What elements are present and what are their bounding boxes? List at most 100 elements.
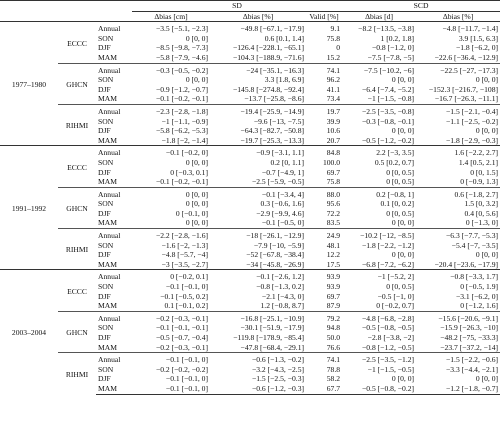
season: DJF bbox=[98, 167, 111, 177]
cell: −2.8 [−3.8, −2] bbox=[367, 333, 415, 342]
cell: 0 [0, 0] bbox=[185, 33, 209, 43]
cell: 41.1 bbox=[326, 84, 341, 94]
cell: −2.5 [−5.9, −0.5] bbox=[251, 177, 305, 187]
cell: −2.1 [−4.3, 0] bbox=[261, 291, 305, 301]
cell: −2.5 [−3.5, −0.8] bbox=[342, 103, 417, 117]
cell: −13.7 [−25.8, −8.6] bbox=[244, 94, 305, 104]
cell: 0 [0, 0.5] bbox=[386, 167, 415, 177]
cell: −1.8 [−6.2, 0] bbox=[455, 43, 499, 53]
cell: −1.6 [−2, −1.3] bbox=[161, 240, 209, 250]
cell: −1.5 [−2.1, −0.4] bbox=[416, 103, 500, 117]
cell: 0 [−0.1, 0] bbox=[175, 208, 209, 218]
cell: 0 [0, 0] bbox=[185, 75, 209, 85]
cell: −1.8 [−2, −1.4] bbox=[161, 135, 209, 145]
cell: 94.8 bbox=[326, 323, 341, 333]
cell: 0 [0, 0] bbox=[185, 157, 209, 167]
cell: −1 [−5.2, 2] bbox=[342, 269, 417, 283]
cell: −48.2 [−75, −33.3] bbox=[440, 333, 499, 342]
season: MAM bbox=[98, 52, 117, 62]
season: Annual bbox=[96, 352, 133, 365]
cell: 0 [0, 0] bbox=[391, 126, 415, 136]
season: SON bbox=[98, 157, 114, 167]
cell: −5.8 [−7.9, −4.6] bbox=[155, 52, 209, 62]
season: MAM bbox=[98, 177, 117, 187]
cell: −0.1 [−0.5, 0.2] bbox=[160, 291, 209, 301]
cell: 100.0 bbox=[322, 157, 341, 167]
cell: −16.8 [−25.1, −10.9] bbox=[210, 310, 307, 324]
cell: −0.1 [−0.1, 0] bbox=[132, 383, 211, 395]
cell: 12.2 bbox=[326, 250, 341, 260]
cell: −1.5 [−2.2, −0.6] bbox=[416, 352, 500, 365]
season: SON bbox=[98, 116, 114, 126]
cell: −4.8 [−11.7, −1.4] bbox=[442, 24, 499, 34]
cell: −1 [−1.1, −0.9] bbox=[161, 116, 209, 126]
cell: 74.1 bbox=[306, 352, 343, 365]
column-header: Δbias [%] bbox=[210, 11, 307, 23]
data-row: DJF −0.1 [−0.5, 0.2] −2.1 [−4.3, 0] 69.7 −0.… bbox=[0, 292, 500, 302]
data-row: RIHMI Annual −2.3 [−2.8, −1.8] −19.4 [−25.9… bbox=[0, 103, 500, 146]
cell: −3.1 [−6.2, 0] bbox=[455, 291, 499, 301]
cell: 0.4 [0, 5.6] bbox=[464, 208, 499, 218]
season: SON bbox=[98, 199, 114, 209]
season: SON bbox=[98, 323, 114, 333]
season: Annual bbox=[96, 103, 133, 117]
period-label: 2003–2004 bbox=[0, 269, 58, 395]
column-header: Δbias [%] bbox=[416, 11, 500, 23]
cell: −0.3 [−0.8, −0.1] bbox=[361, 116, 415, 126]
cell: −7.9 [−10, −5.9] bbox=[253, 240, 305, 250]
cell: −0.9 [−1.2, −0.7] bbox=[155, 84, 209, 94]
season: DJF bbox=[98, 291, 111, 301]
season: Annual bbox=[98, 24, 121, 34]
cell: −8.5 [−9.8, −7.3] bbox=[155, 43, 209, 53]
dataset-label: ECCC bbox=[58, 269, 96, 312]
cell: −0.2 [−0.3, −0.1] bbox=[132, 310, 211, 324]
cell: −30.1 [−51.9, −17.9] bbox=[240, 323, 305, 333]
data-row: MAM 0.1 [−0.1, 0.2] 1.2 [−0.8, 8.7] 87.9 0 [… bbox=[0, 301, 500, 311]
column-header: Valid [%] bbox=[306, 11, 343, 23]
cell: −0.8 [−1.3, 0.2] bbox=[256, 282, 305, 292]
cell: −0.5 [−0.8, −0.2] bbox=[342, 383, 417, 395]
cell: 48.1 bbox=[326, 240, 341, 250]
cell: −1 [−1.5, −0.5] bbox=[367, 364, 415, 374]
season: Annual bbox=[96, 310, 133, 324]
cell: −52 [−67.8, −38.4] bbox=[246, 250, 305, 260]
cell: −0.8 [−3.3, 1.7] bbox=[416, 269, 500, 283]
cell: −0.1 [−2.6, 1.2] bbox=[210, 269, 307, 283]
cell: −145.8 [−274.8, −92.4] bbox=[232, 84, 305, 94]
cell: −5.4 [−7, −3.5] bbox=[451, 240, 499, 250]
season: SON bbox=[98, 75, 114, 85]
cell: 0 [0, 0] bbox=[391, 75, 415, 85]
header-row: SD SCD bbox=[0, 0, 500, 12]
data-row: SON −0.1 [−0.1, 0] −0.8 [−1.3, 0.2] 93.9 0 [… bbox=[0, 282, 500, 292]
season: DJF bbox=[98, 84, 111, 94]
cell: 0.1 [−0.1, 0.2] bbox=[164, 301, 209, 311]
season: MAM bbox=[96, 383, 133, 395]
data-row: DJF −5.8 [−6.2, −5.3] −64.3 [−82.7, −50.8]… bbox=[0, 126, 500, 136]
data-row: RIHMI Annual −0.1 [−0.1, 0] −0.6 [−1.3, −0.… bbox=[0, 352, 500, 395]
cell: 87.9 bbox=[326, 301, 341, 311]
header-row: Δbias [cm] Δbias [%] Valid [%] Δbias [d] Δbi… bbox=[0, 11, 500, 23]
cell: −0.1 [−0.2, 0] bbox=[132, 145, 211, 158]
cell: 10.6 bbox=[326, 126, 341, 136]
data-row: RIHMI Annual −2.2 [−2.8, −1.6] −18 [−26.1, … bbox=[0, 228, 500, 270]
cell: −0.5 [−1.2, −0.2] bbox=[361, 135, 415, 145]
cell: 67.7 bbox=[306, 383, 343, 395]
cell: −0.5 [−0.8, −0.5] bbox=[361, 323, 415, 333]
cell: 0 [0, 0.5] bbox=[386, 177, 415, 187]
cell: 0 [0, 0] bbox=[391, 374, 415, 384]
cell: −2.2 [−2.8, −1.6] bbox=[132, 228, 211, 241]
cell: −6.3 [−7.7, −5.3] bbox=[416, 228, 500, 241]
cell: −0.8 [−1.2, −0.5] bbox=[361, 342, 415, 352]
cell: 0.1 [0, 0.2] bbox=[380, 199, 415, 209]
cell: −1 [−1.5, −0.8] bbox=[367, 94, 415, 104]
season: SON bbox=[98, 364, 114, 374]
data-row: 2003–2004 ECCC Annual 0 [−0.2, 0.1] −0.1 [−2… bbox=[0, 269, 500, 395]
results-table: SD SCD Δbias [cm] Δbias [%] Valid [%] Δbias [… bbox=[0, 0, 500, 395]
data-row: SON −0.1 [−0.1, −0.1] −30.1 [−51.9, −17.9]… bbox=[0, 323, 500, 333]
cell: 93.9 bbox=[306, 269, 343, 283]
cell: −20.4 [−23.6, −17.9] bbox=[434, 259, 499, 269]
data-row: MAM 0 [0, 0] −0.1 [−0.5, 0] 83.5 0 [0, 0] 0 [… bbox=[0, 218, 500, 228]
cell: −0.1 [−0.1, 0] bbox=[165, 374, 209, 384]
cell: 69.7 bbox=[326, 291, 341, 301]
